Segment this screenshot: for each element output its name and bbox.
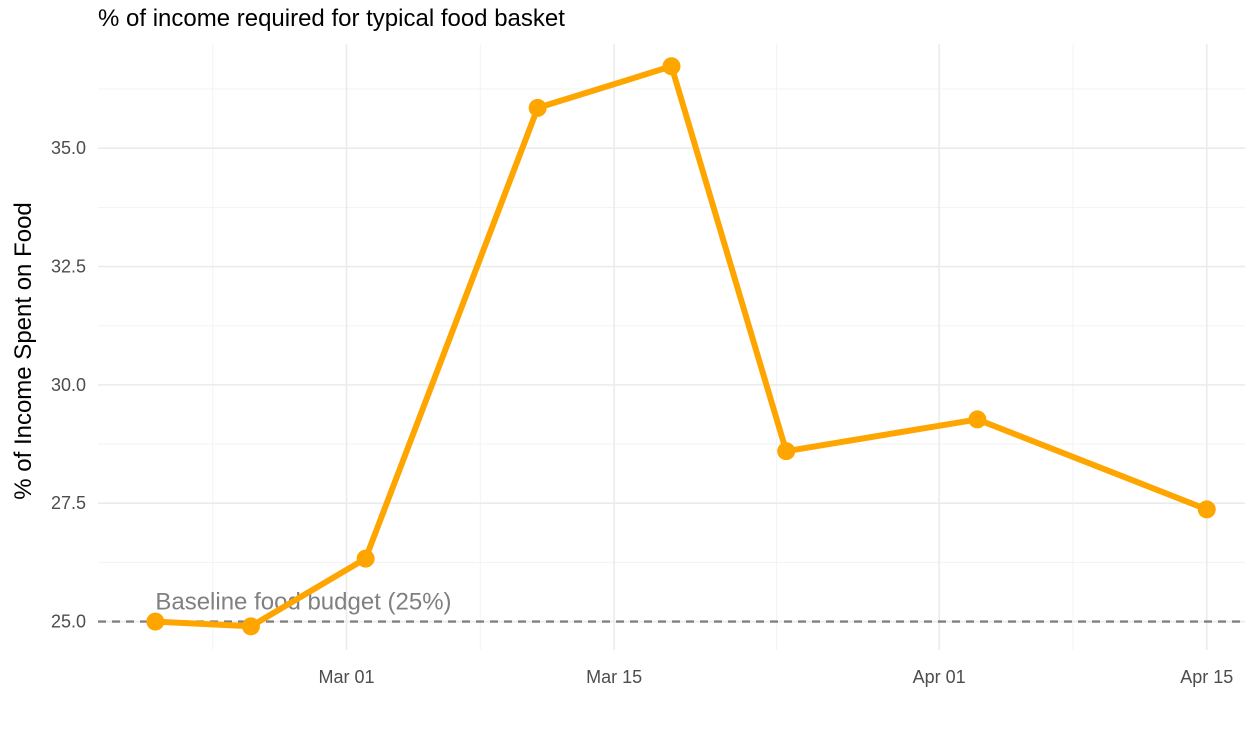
data-point [968, 410, 987, 429]
y-tick-label: 27.5 [51, 493, 86, 513]
data-point [1197, 500, 1216, 519]
data-point [146, 612, 165, 631]
series-layer [146, 57, 1216, 636]
x-tick-label: Mar 15 [586, 667, 642, 687]
y-tick-label: 35.0 [51, 138, 86, 158]
y-tick-label: 30.0 [51, 375, 86, 395]
data-point [777, 442, 796, 461]
y-tick-label: 25.0 [51, 612, 86, 632]
x-tick-label: Mar 01 [319, 667, 375, 687]
data-point [356, 549, 375, 568]
data-point [241, 617, 260, 636]
y-tick-label: 32.5 [51, 257, 86, 277]
data-point [662, 57, 681, 76]
data-point [528, 98, 547, 117]
y-axis-label: % of Income Spent on Food [10, 202, 37, 500]
x-tick-label: Apr 01 [913, 667, 966, 687]
x-tick-label: Apr 15 [1180, 667, 1233, 687]
series-line [152, 63, 1210, 630]
chart-title: % of income required for typical food ba… [98, 5, 565, 32]
tick-labels: 25.0 27.5 30.0 32.5 35.0 Mar 01 Mar 15 Apr 01 Ap… [51, 138, 1233, 687]
minor-gridlines [98, 44, 1245, 650]
